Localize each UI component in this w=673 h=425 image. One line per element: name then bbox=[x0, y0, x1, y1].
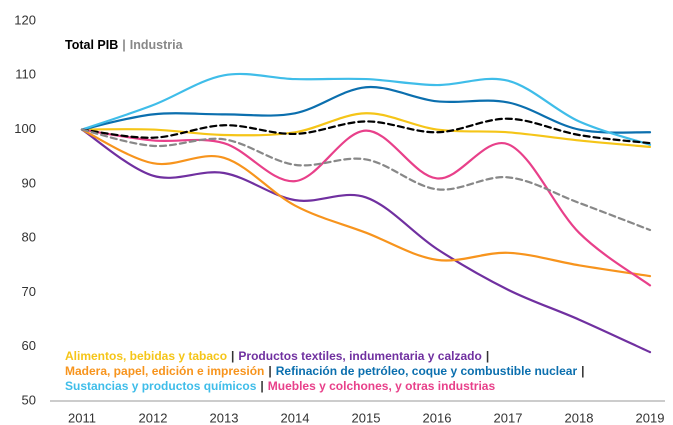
x-tick-label: 2014 bbox=[281, 410, 310, 425]
line bbox=[80, 112, 652, 149]
y-tick-label: 90 bbox=[22, 175, 36, 190]
legend-separator: | bbox=[486, 349, 489, 363]
x-tick-label: 2013 bbox=[210, 410, 239, 425]
x-tick-label: 2018 bbox=[565, 410, 594, 425]
line bbox=[80, 128, 652, 232]
x-tick-label: 2012 bbox=[139, 410, 168, 425]
legend-row: Total PIB | Industria bbox=[65, 38, 184, 52]
x-tick-label: 2015 bbox=[352, 410, 381, 425]
legend-entry: Productos textiles, indumentaria y calza… bbox=[238, 349, 481, 363]
x-tick-label: 2017 bbox=[494, 410, 523, 425]
line bbox=[80, 72, 652, 146]
legend-separator: | bbox=[268, 364, 271, 378]
line bbox=[80, 128, 652, 287]
y-tick-label: 60 bbox=[22, 338, 36, 353]
x-tick-label: 2016 bbox=[423, 410, 452, 425]
y-tick-label: 50 bbox=[22, 392, 36, 407]
legend-entry: Alimentos, bebidas y tabaco bbox=[65, 349, 227, 363]
legend-separator: | bbox=[122, 38, 126, 52]
legend-row: Sustancias y productos químicos | Muebles … bbox=[65, 379, 495, 393]
legend-separator: | bbox=[260, 379, 263, 393]
legend-separator: | bbox=[581, 364, 584, 378]
x-tick-label: 2019 bbox=[636, 410, 665, 425]
legend-separator: | bbox=[231, 349, 234, 363]
legend-row: Madera, papel, edición e impresión | Refin… bbox=[65, 364, 585, 378]
x-tick-label: 2011 bbox=[68, 410, 96, 425]
legend-entry: Refinación de petróleo, coque y combusti… bbox=[276, 364, 578, 378]
y-tick-label: 120 bbox=[14, 12, 36, 27]
legend-entry: Industria bbox=[130, 38, 184, 52]
legend-row: Alimentos, bebidas y tabaco | Productos te… bbox=[65, 349, 489, 363]
y-tick-label: 100 bbox=[14, 121, 36, 136]
line bbox=[80, 128, 652, 278]
legend-entry: Sustancias y productos químicos bbox=[65, 379, 257, 393]
legend-entry: Muebles y colchones, y otras industrias bbox=[268, 379, 496, 393]
line bbox=[80, 128, 652, 354]
legend-entry: Madera, papel, edición e impresión bbox=[65, 364, 264, 378]
legend-entry: Total PIB bbox=[65, 38, 118, 52]
line bbox=[80, 86, 652, 134]
y-tick-label: 80 bbox=[22, 230, 36, 245]
y-tick-label: 110 bbox=[15, 67, 36, 82]
y-tick-label: 70 bbox=[22, 284, 36, 299]
line bbox=[80, 117, 652, 145]
